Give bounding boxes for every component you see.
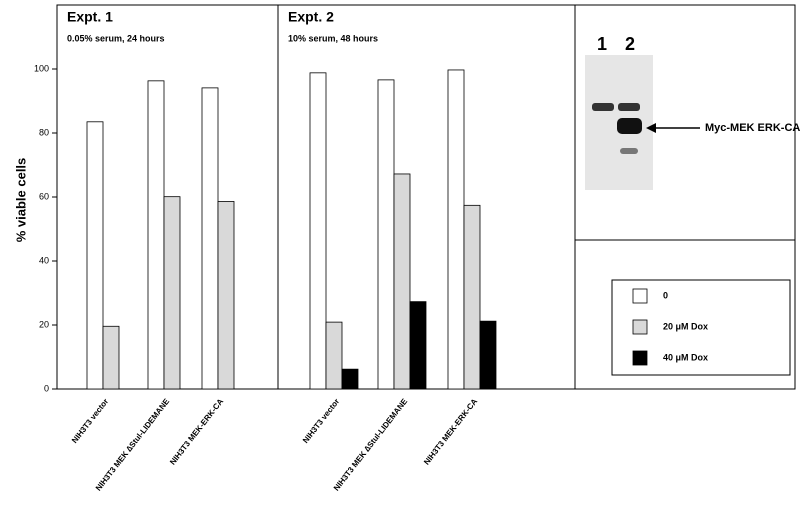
lane-label: 2 [625,34,635,54]
panel-title: Expt. 2 [288,9,334,25]
bar [201,87,219,390]
x-tick-label: NIH3T3 vector [70,397,110,445]
legend-label: 40 μM Dox [663,352,708,362]
legend-swatch [632,350,648,366]
bar [463,204,481,390]
bar [447,69,465,390]
bar [309,72,327,390]
y-tick-label: 60 [39,191,49,201]
blot-band [592,103,614,111]
bar [393,173,411,390]
legend-swatch [632,319,648,335]
x-tick-label: NIH3T3 MEK-ERK-CA [422,397,479,467]
y-axis-label: % viable cells [13,158,28,243]
legend-swatch [632,288,648,304]
blot-band [620,148,638,154]
inset-label: Myc-MEK ERK-CA [705,122,800,134]
x-tick-label: NIH3T3 MEK-ERK-CA [168,397,225,467]
bar [217,201,235,390]
bar [102,325,120,390]
x-tick-label: NIH3T3 MEK ∆Stul-LIDEMANE [94,396,172,492]
arrow-head [646,123,656,133]
panel-title: Expt. 1 [67,9,113,25]
bar [147,80,165,390]
panel-subtitle: 10% serum, 48 hours [288,33,378,43]
bar [479,320,497,390]
bar [86,121,104,390]
bar [341,368,359,390]
legend-label: 20 μM Dox [663,321,708,331]
y-tick-label: 40 [39,255,49,265]
y-tick-label: 20 [39,319,49,329]
bar [377,79,395,390]
y-tick-label: 0 [44,383,49,393]
legend-label: 0 [663,290,668,300]
bar [163,196,181,390]
bar [409,301,427,390]
y-tick-label: 80 [39,127,49,137]
blot-band [617,118,642,134]
lane-label: 1 [597,34,607,54]
blot-band [618,103,640,111]
x-tick-label: NIH3T3 vector [301,397,341,445]
x-tick-label: NIH3T3 MEK ∆Stul-LIDEMANE [332,396,410,492]
bar [325,321,343,390]
panel-subtitle: 0.05% serum, 24 hours [67,33,165,43]
y-tick-label: 100 [34,63,49,73]
